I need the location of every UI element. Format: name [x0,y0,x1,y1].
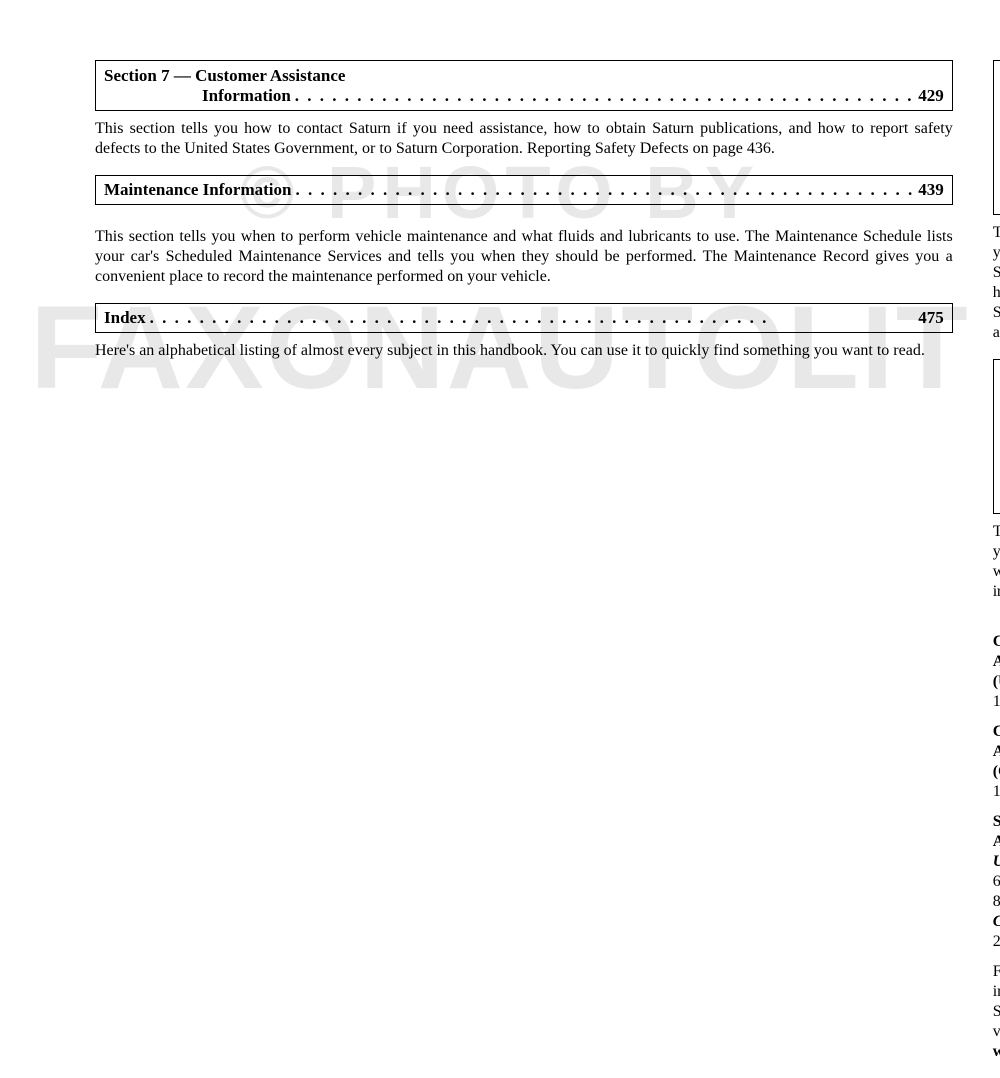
maintenance-page: 439 [918,180,944,200]
more-info: For more information about Saturn vehicl… [993,962,1000,1062]
page-content: Section 7 — Customer Assistance Informat… [95,60,938,1078]
contact-roadside: Saturn Roadside Assistance U.S.A.: 1-800… [993,812,1000,952]
contact-usa-title: Customer Assistance Center (U.S.A.) [993,632,1000,692]
roadside-can-label: Canada: [993,913,1000,930]
leader-dots [295,86,914,106]
index-page: 475 [918,308,944,328]
section7-title-line1: Section 7 — Customer Assistance [104,65,944,86]
maintenance-body: This section tells you when to perform v… [95,227,953,287]
more-info-url: www.saturn.com [993,1043,1000,1060]
warranty-body: This booklet tells you about the Saturn … [993,223,1000,343]
roadside-usa-line: U.S.A.: 1-800-553-6000 (TTY: 1-800-833-6… [993,852,1000,912]
leader-dots [295,180,914,200]
section7-box: Section 7 — Customer Assistance Informat… [95,60,953,111]
leader-dots [150,308,915,328]
contact-canada: Customer Assistance Centre (Canada) 1-80… [993,722,1000,802]
section7-body: This section tells you how to contact Sa… [95,119,953,159]
contact-usa-phone: 1-800-553-6000 [993,692,1000,712]
more-info-pre: For more information about Saturn vehicl… [993,963,1000,1040]
contact-canada-phone: 1-800-263-1999 [993,782,1000,802]
roadside-title: Saturn Roadside Assistance [993,812,1000,852]
maintenance-label: Maintenance Information [104,180,291,200]
left-column: Section 7 — Customer Assistance Informat… [95,60,953,1078]
tire-box: Tire Manufacturer's Warranty Booklet (Pa… [993,359,1000,514]
section7-title-line2: Information [202,86,291,106]
contact-canada-title: Customer Assistance Centre (Canada) [993,722,1000,782]
index-box: Index 475 [95,303,953,333]
contact-usa: Customer Assistance Center (U.S.A.) 1-80… [993,632,1000,712]
index-body: Here's an alphabetical listing of almost… [95,341,953,361]
roadside-usa-label: U.S.A.: [993,853,1000,870]
right-column: Warranty and Owner Assistance Informatio… [993,60,1000,1078]
roadside-canada-line: Canada: 1-800-268-6800 [993,912,1000,952]
index-label: Index [104,308,146,328]
warranty-box: Warranty and Owner Assistance Informatio… [993,60,1000,215]
section7-page: 429 [918,86,944,106]
maintenance-box: Maintenance Information 439 [95,175,953,205]
tire-body: This booklet tells you about tire warran… [993,522,1000,602]
